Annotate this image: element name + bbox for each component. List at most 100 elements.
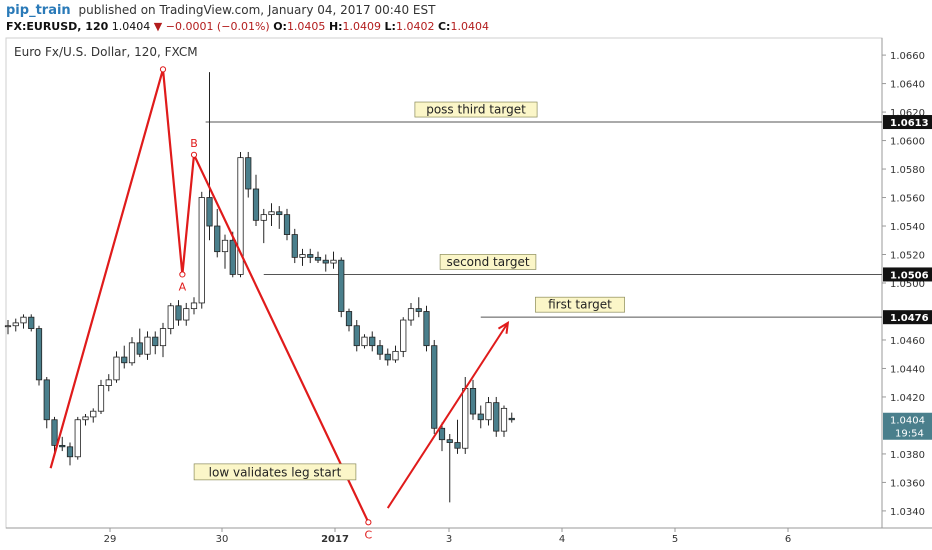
candle-body <box>276 211 283 216</box>
y-tick-label: 1.0380 <box>890 450 925 461</box>
candle-body <box>51 419 58 446</box>
candle-body <box>128 342 136 364</box>
candle-body <box>198 197 205 304</box>
low-label: L: <box>384 20 396 33</box>
level-price-tag <box>883 115 932 130</box>
x-tick-label: 30 <box>216 534 229 545</box>
pattern-point-marker <box>159 66 167 73</box>
down-arrow-icon: ▼ <box>153 20 163 33</box>
level-price-tag <box>883 267 932 282</box>
x-tick-label: 6 <box>785 534 791 545</box>
low-value: 1.0402 <box>395 20 435 33</box>
candle-body <box>121 356 128 364</box>
candle-body <box>175 305 182 321</box>
candle-body <box>500 407 508 432</box>
close-value: 1.0404 <box>450 20 489 33</box>
candle-body <box>407 308 415 321</box>
candle-body <box>423 311 430 347</box>
candle-body <box>206 197 213 227</box>
candle-body <box>400 319 407 352</box>
candle-body <box>82 416 89 421</box>
candle-body <box>159 328 167 347</box>
candle-body <box>183 308 190 321</box>
chart-title: Euro Fx/U.S. Dollar, 120, FXCM <box>14 45 198 59</box>
candle-body <box>291 234 298 258</box>
target-label-box <box>439 254 537 270</box>
candle-body <box>4 325 12 328</box>
y-tick-label: 1.0440 <box>890 364 925 375</box>
high-value: 1.0409 <box>342 20 382 33</box>
candle-body <box>330 259 337 264</box>
candle-body <box>97 385 105 412</box>
candle-body <box>136 342 143 355</box>
candle-body <box>260 214 267 221</box>
candle-body <box>113 356 120 381</box>
candle-body <box>268 211 275 216</box>
pattern-point-label: C <box>365 528 373 541</box>
candle-body <box>66 446 74 458</box>
candle-body <box>152 336 159 347</box>
candle-body <box>43 379 50 421</box>
y-tick-label: 1.0460 <box>890 336 925 347</box>
candle-body <box>446 439 453 443</box>
candle-body <box>190 302 198 310</box>
candle-body <box>144 336 151 355</box>
projection-arrow-head <box>497 320 510 334</box>
candle-body <box>12 322 19 327</box>
pattern-point-marker <box>190 151 198 158</box>
candle-body <box>454 442 461 449</box>
candle-body <box>462 388 469 449</box>
current-price-text: 1.0404 <box>890 416 925 427</box>
projection-arrow-line <box>386 322 509 509</box>
candle-body <box>384 353 391 361</box>
change-value: −0.0001 (−0.01%) <box>165 20 270 33</box>
open-label: O: <box>273 20 287 33</box>
candle-body <box>35 328 43 381</box>
candle-body <box>314 256 322 261</box>
candle-body <box>214 225 221 253</box>
candle-body <box>415 308 422 312</box>
candle-body <box>508 417 515 421</box>
candle-body <box>20 316 27 324</box>
candle-body <box>353 325 360 347</box>
candle-body <box>252 188 260 221</box>
y-tick-label: 1.0620 <box>890 108 925 119</box>
candle-body <box>245 157 252 190</box>
y-tick-label: 1.0660 <box>890 51 925 62</box>
candle-body <box>438 427 446 441</box>
x-tick-label: 4 <box>559 534 565 545</box>
candle-body <box>237 157 244 275</box>
y-tick-label: 1.0580 <box>890 165 925 176</box>
target-label: second target <box>446 255 529 269</box>
open-value: 1.0405 <box>286 20 326 33</box>
x-tick-label: 3 <box>446 534 452 545</box>
level-price-tag-text: 1.0506 <box>890 270 929 281</box>
candle-body <box>376 345 384 355</box>
x-tick-label: 2017 <box>321 534 349 545</box>
y-tick-label: 1.0600 <box>890 137 925 148</box>
target-label: first target <box>548 298 612 312</box>
author-link[interactable]: pip_train <box>6 3 71 18</box>
candle-body <box>167 305 174 329</box>
candle-body <box>493 402 500 432</box>
target-label-box <box>535 296 625 313</box>
symbol-label: FX:EURUSD, 120 <box>6 20 109 33</box>
y-tick-label: 1.0360 <box>890 478 925 489</box>
level-price-tag-text: 1.0476 <box>890 313 929 324</box>
y-tick-label: 1.0520 <box>890 251 925 262</box>
publish-line: pip_train published on TradingView.com, … <box>6 3 435 18</box>
candle-body <box>477 413 484 421</box>
candle-body <box>431 345 438 429</box>
target-label: poss third target <box>426 103 526 117</box>
close-label: C: <box>437 20 451 33</box>
candle-body <box>283 214 291 235</box>
candle-body <box>105 379 112 386</box>
level-price-tag-text: 1.0613 <box>890 118 929 129</box>
chart-header: pip_train published on TradingView.com, … <box>0 0 932 38</box>
annotation-box <box>193 463 357 481</box>
bar-countdown-text: 19:54 <box>895 429 924 440</box>
candle-body <box>221 239 229 253</box>
current-price-tag <box>883 412 932 440</box>
annotation-text: low validates leg start <box>209 465 342 479</box>
